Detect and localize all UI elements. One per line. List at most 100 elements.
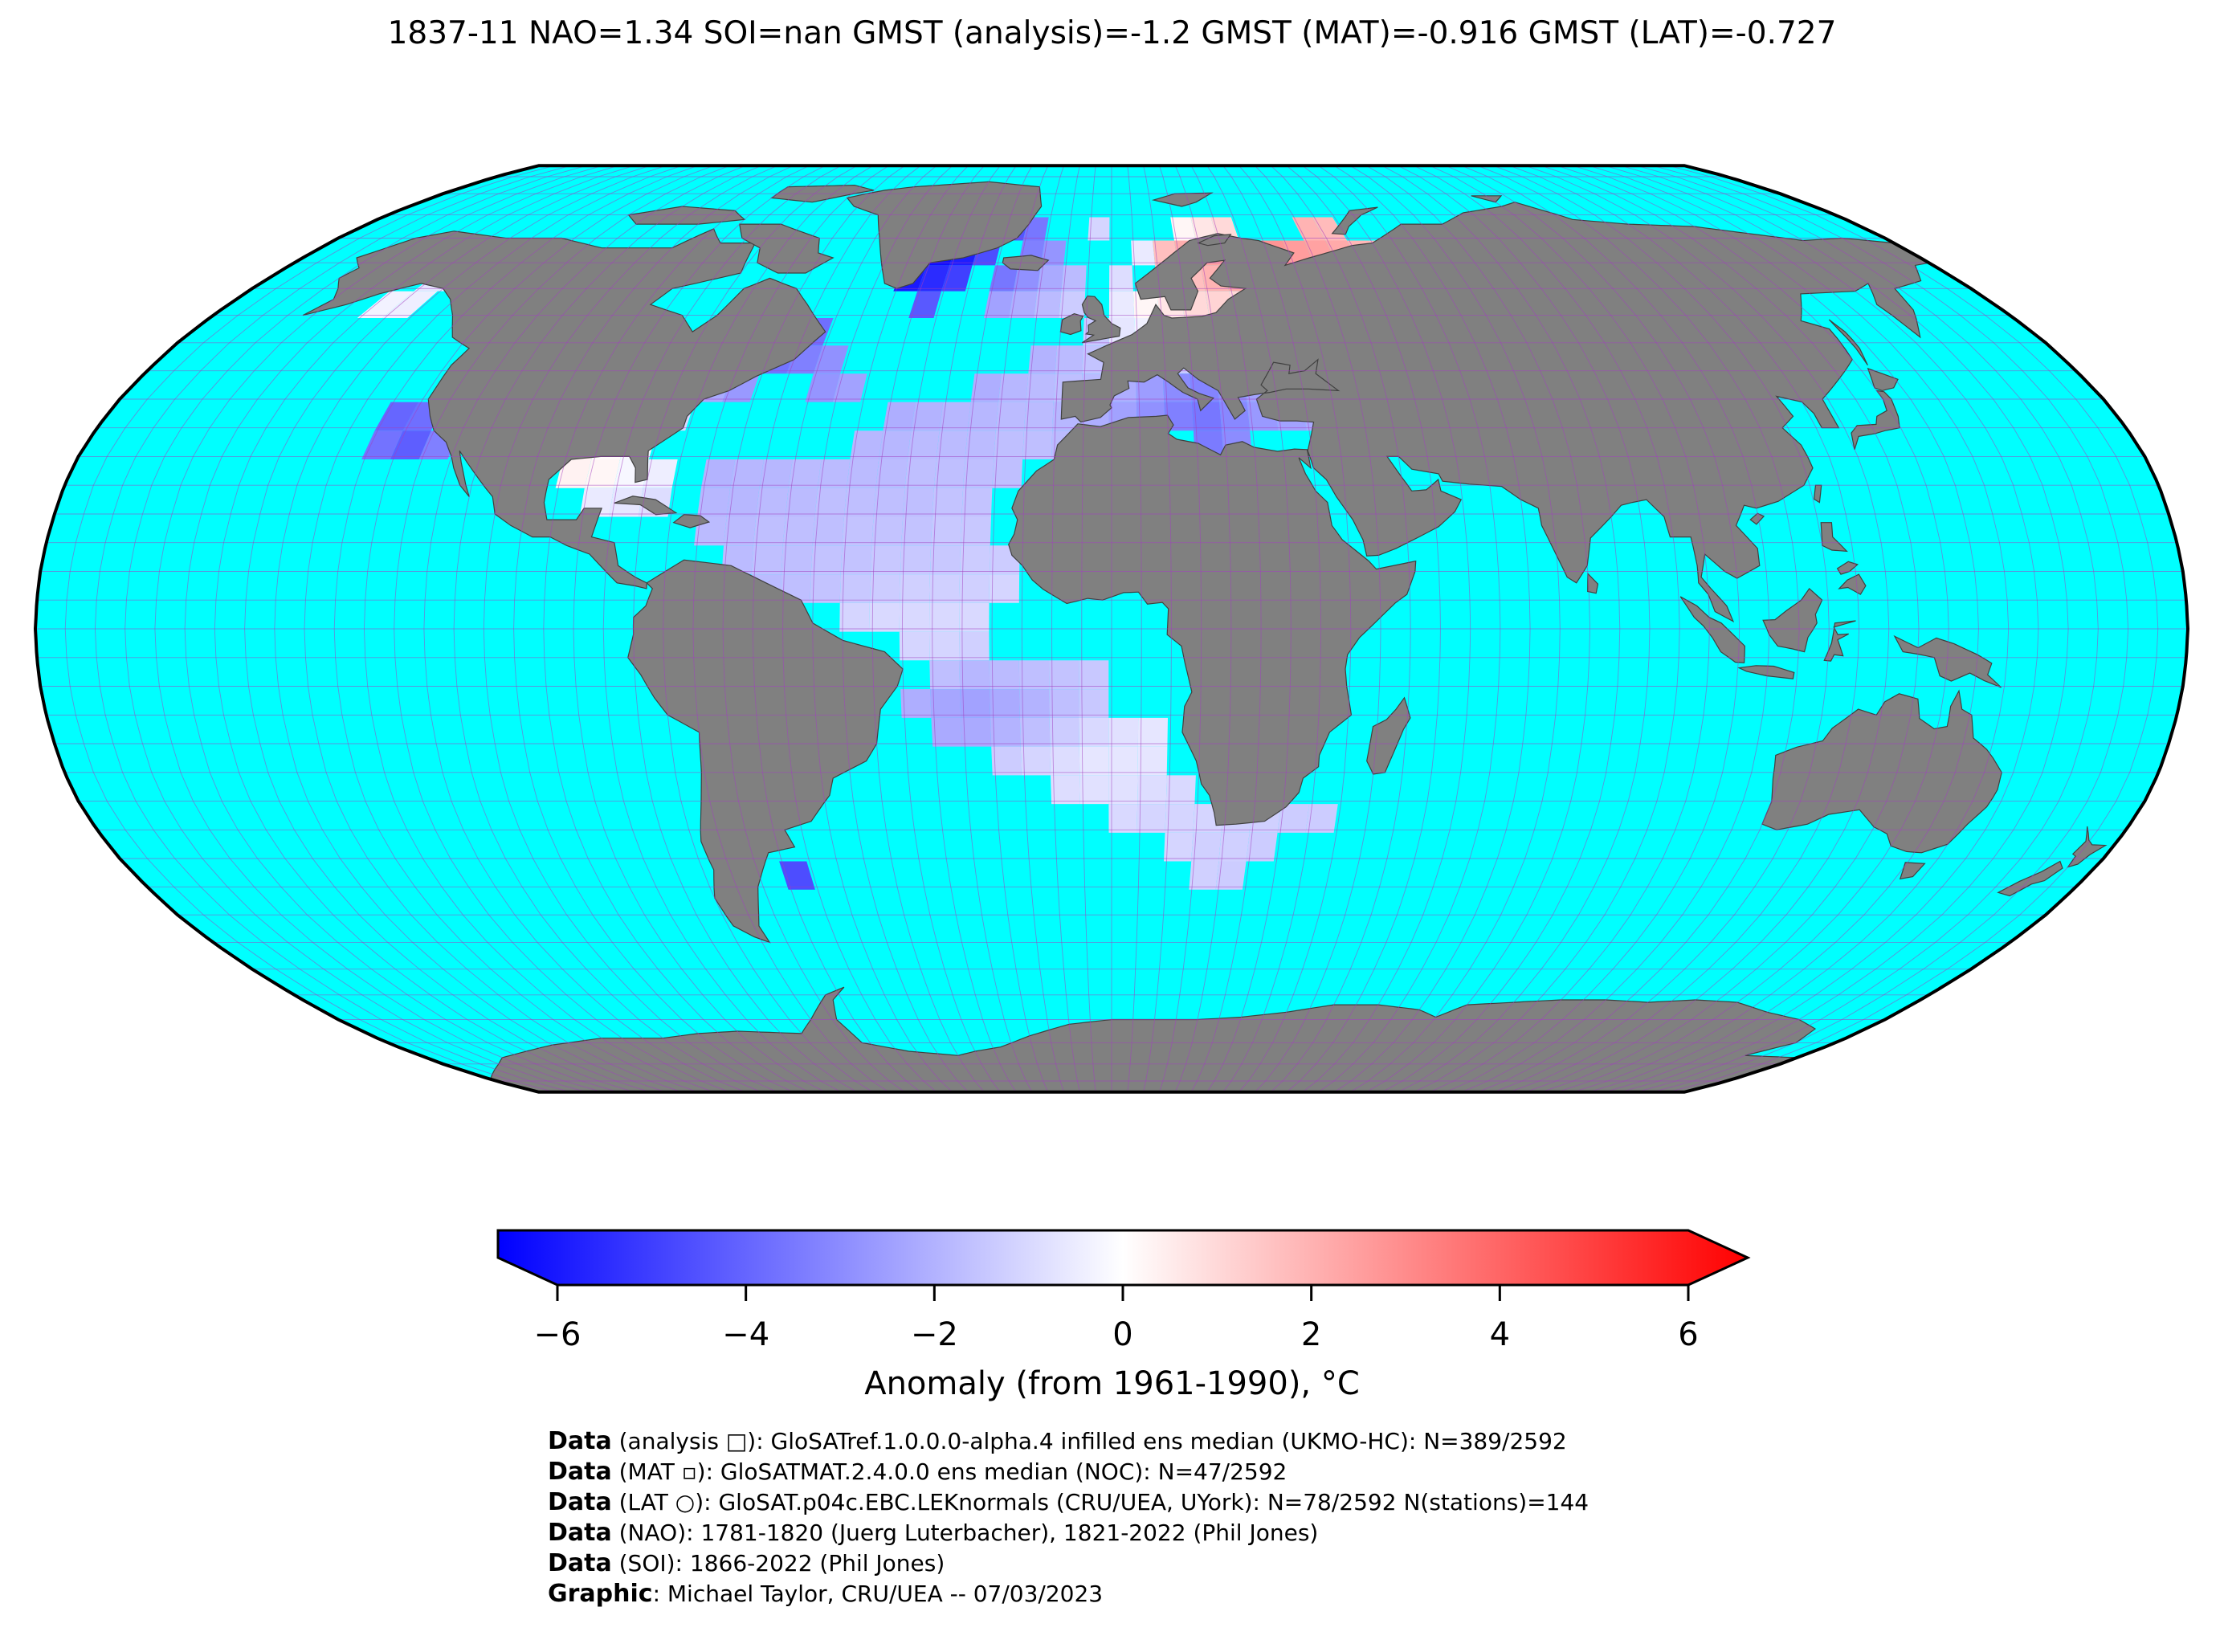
anomaly-cell (904, 459, 937, 488)
globe-outline (33, 164, 2190, 1094)
credit-label: Data (548, 1488, 612, 1516)
anomaly-cell (869, 574, 900, 603)
anomaly-cell (992, 459, 1023, 488)
anomaly-cell (929, 574, 960, 603)
anomaly-cell (1131, 240, 1155, 266)
land-ireland (1059, 312, 1084, 336)
colorbar (496, 1229, 1751, 1301)
anomaly-cell (1019, 717, 1051, 747)
anomaly-cell (1108, 804, 1138, 833)
map-title: 1837-11 NAO=1.34 SOI=nan GMST (analysis)… (387, 15, 1837, 51)
anomaly-cell (989, 660, 1020, 690)
anomaly-cell (726, 487, 760, 517)
land-hokkaido (1867, 367, 1899, 392)
anomaly-cell (899, 602, 930, 632)
anomaly-cell (879, 430, 912, 459)
anomaly-cell (781, 545, 813, 575)
anomaly-cell (1059, 291, 1086, 318)
anomaly-cell (961, 516, 991, 546)
credit-line: Data (MAT ▫): GloSATMAT.2.4.0.0 ens medi… (548, 1457, 1589, 1487)
anomaly-cell (875, 459, 908, 488)
anomaly-cell (989, 265, 1018, 292)
anomaly-cell (941, 265, 973, 292)
anomaly-cell (1088, 217, 1110, 241)
colorbar-tick-label: 4 (1489, 1316, 1511, 1353)
land-australia (1761, 689, 2002, 854)
anomaly-cell (929, 602, 960, 632)
land-great-britain (1081, 295, 1121, 344)
land-japan (1851, 390, 1900, 450)
anomaly-cell (1108, 291, 1135, 318)
anomaly-cell (357, 291, 414, 318)
anomaly-cell (374, 402, 418, 431)
credit-label: Data (548, 1427, 612, 1455)
land-tasmania (1899, 862, 1926, 880)
anomaly-cell (967, 402, 998, 431)
land-hainan (1749, 512, 1765, 525)
anomaly-cell (643, 459, 678, 488)
credit-label: Data (548, 1458, 612, 1486)
anomaly-cell (911, 402, 944, 431)
anomaly-cell (1028, 345, 1057, 374)
anomaly-cell (961, 717, 992, 747)
credit-text: (analysis □): GloSATref.1.0.0.0-alpha.4 … (611, 1428, 1567, 1454)
land-sumatra (1679, 596, 1746, 663)
anomaly-cell (961, 487, 993, 517)
anomaly-cell (1020, 746, 1051, 776)
land-philippines-luzon (1820, 522, 1848, 553)
anomaly-cell (382, 291, 438, 318)
anomaly-cell (1049, 660, 1079, 690)
land-java (1737, 665, 1795, 679)
anomaly-cell (1164, 832, 1194, 862)
anomaly-cell (810, 545, 843, 575)
anomaly-cell (1137, 717, 1168, 747)
credit-text: (SOI): 1866-2022 (Phil Jones) (611, 1550, 945, 1577)
anomaly-cell (899, 631, 930, 661)
anomaly-cell (1305, 804, 1338, 833)
anomaly-cell (917, 265, 950, 292)
anomaly-cell (929, 631, 960, 661)
land-eurasia (1060, 202, 1931, 623)
anomaly-cell (788, 459, 822, 488)
anomaly-cell (989, 574, 1020, 603)
credit-line: Data (LAT ○): GloSAT.p04c.EBC.LEKnormals… (548, 1487, 1589, 1518)
anomaly-cell (1137, 746, 1168, 776)
land-masses (302, 181, 2108, 1092)
anomaly-cell (931, 717, 962, 747)
anomaly-cell (361, 430, 403, 459)
anomaly-cell (900, 574, 930, 603)
credit-text: (MAT ▫): GloSATMAT.2.4.0.0 ens median (N… (611, 1458, 1287, 1485)
anomaly-cell (959, 660, 990, 690)
colorbar-label: Anomaly (from 1961-1990), °C (864, 1365, 1360, 1402)
anomaly-cell (932, 487, 964, 517)
anomaly-cell (1246, 832, 1278, 862)
anomaly-cell (847, 459, 879, 488)
anomaly-cell (779, 861, 815, 890)
anomaly-cell (584, 459, 621, 488)
credit-label: Data (548, 1519, 612, 1547)
anomaly-cell (842, 516, 874, 546)
colorbar-tick-label: −2 (910, 1316, 958, 1353)
anomaly-cell (730, 459, 764, 488)
anomaly-cell (782, 516, 815, 546)
anomaly-cell (936, 430, 968, 459)
anomaly-cell (390, 430, 431, 459)
credit-line: Graphic: Michael Taylor, CRU/UEA -- 07/0… (548, 1579, 1589, 1609)
anomaly-cell (963, 459, 994, 488)
anomaly-cell (1109, 265, 1133, 292)
anomaly-cell (814, 487, 847, 517)
anomaly-cell (812, 516, 844, 546)
credit-line: Data (analysis □): GloSATref.1.0.0.0-alp… (548, 1426, 1589, 1457)
anomaly-cell (844, 487, 876, 517)
anomaly-cell (959, 631, 990, 661)
anomaly-cell (901, 516, 932, 546)
land-sulawesi (1823, 620, 1856, 662)
anomaly-cell (1218, 832, 1250, 862)
anomaly-cell (555, 459, 592, 488)
anomaly-cell (965, 430, 996, 459)
anomaly-cell (1108, 775, 1138, 805)
anomaly-cell (931, 516, 962, 546)
anomaly-cell (1165, 775, 1196, 805)
anomaly-cell (983, 291, 1014, 318)
